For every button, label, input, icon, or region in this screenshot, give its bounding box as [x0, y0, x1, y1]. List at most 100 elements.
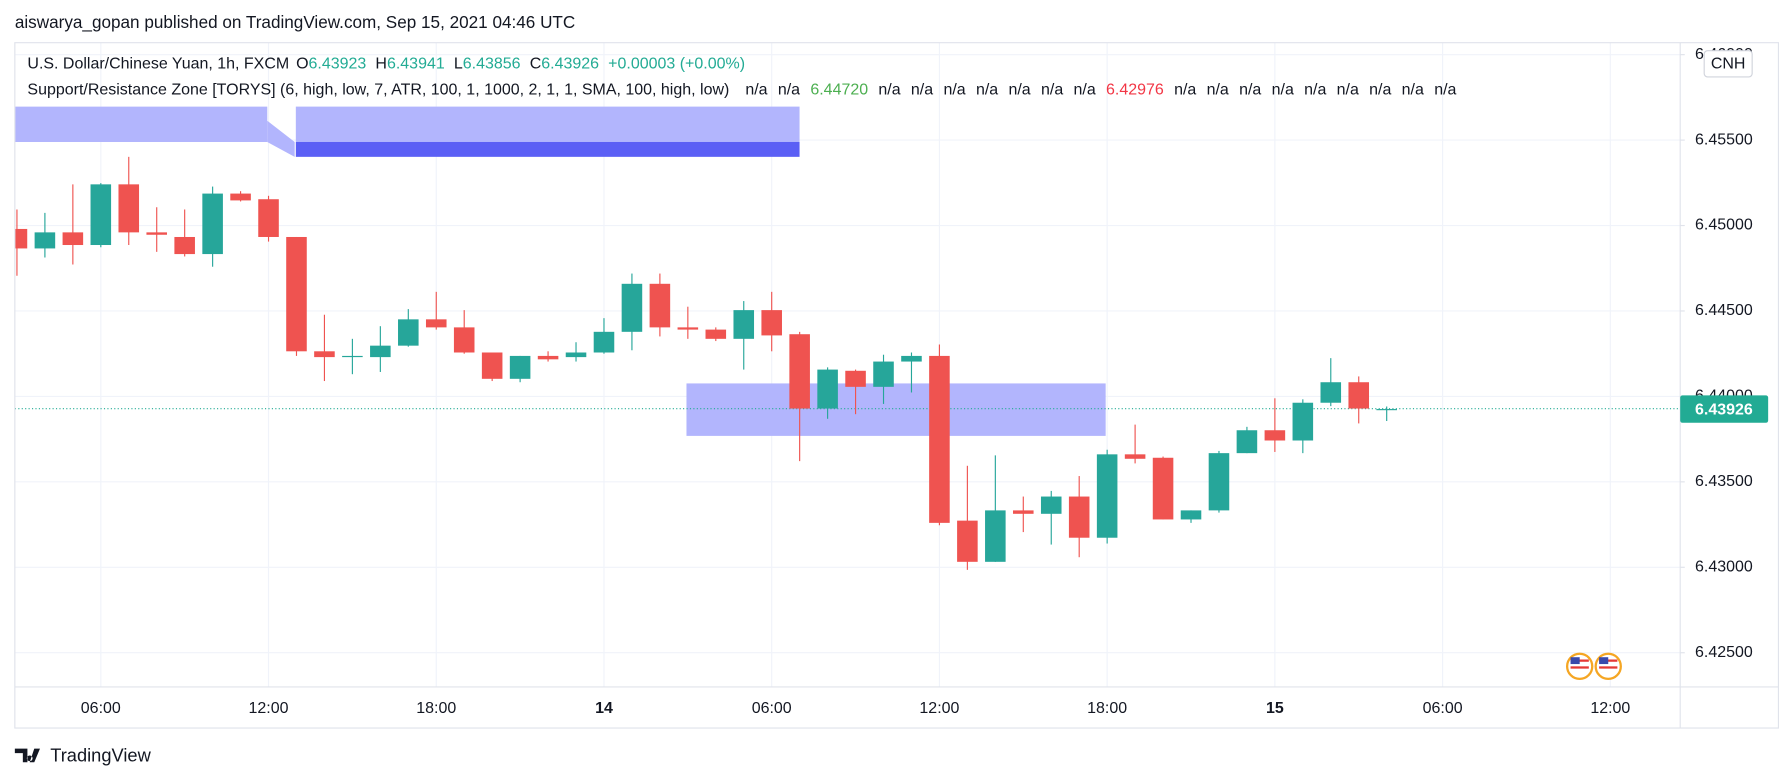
close-value: 6.43926	[541, 56, 599, 73]
publisher-header: aiswarya_gopan published on TradingView.…	[15, 12, 575, 32]
indicator-value: n/a	[1207, 82, 1229, 99]
flag-canton	[1570, 657, 1580, 665]
indicator-value: n/a	[1337, 82, 1359, 99]
candle-body	[1348, 382, 1370, 409]
x-tick-label: 14	[595, 700, 613, 717]
candle-body	[565, 352, 587, 358]
indicator-value: n/a	[1074, 82, 1096, 99]
x-tick-label: 06:00	[1423, 700, 1463, 717]
candle-body	[62, 232, 84, 246]
symbol: U.S. Dollar/Chinese Yuan, 1h, FXCM	[27, 56, 289, 73]
candle-body	[1096, 454, 1118, 538]
candle-body	[593, 331, 615, 353]
candle-body	[14, 228, 28, 249]
flag-stripe	[1570, 666, 1589, 669]
candle-body	[398, 319, 419, 346]
candle-body	[1376, 409, 1397, 411]
candles	[14, 156, 1397, 570]
y-tick-label: 6.45500	[1695, 131, 1753, 148]
candle-body	[1040, 496, 1062, 514]
candle-body	[537, 355, 559, 360]
indicator-value: n/a	[745, 82, 767, 99]
candle-body	[789, 334, 810, 409]
footer-brand: TradingView	[50, 744, 151, 765]
candle-body	[1124, 454, 1146, 459]
indicator-value: n/a	[1239, 82, 1261, 99]
footer-logo	[14, 748, 40, 763]
indicator-value: n/a	[976, 82, 998, 99]
indicator-value: n/a	[778, 82, 800, 99]
indicator-value: n/a	[1369, 82, 1391, 99]
resistance-zone-core	[295, 141, 800, 157]
x-tick-label: 06:00	[752, 700, 792, 717]
x-tick-label: 18:00	[416, 700, 456, 717]
candle-body	[342, 355, 363, 358]
candle-body	[230, 193, 251, 201]
logo-icon	[14, 748, 40, 763]
candle-body	[1320, 382, 1342, 403]
y-tick-label: 6.43500	[1695, 473, 1753, 490]
currency-badge[interactable]	[1703, 50, 1753, 78]
indicator-name: Support/Resistance Zone [TORYS] (6, high…	[27, 82, 729, 99]
candle-body	[34, 232, 56, 249]
candle-body	[1068, 496, 1090, 538]
candle-body	[258, 199, 279, 237]
y-tick-label: 6.45000	[1695, 217, 1753, 234]
resistance-zone-step	[267, 120, 295, 157]
candle-body	[174, 236, 195, 255]
candle-body	[985, 510, 1006, 562]
flag-canton	[1599, 657, 1609, 665]
last-price-box	[1680, 395, 1769, 423]
candle-body	[649, 283, 671, 328]
candle-body	[1236, 430, 1258, 454]
candle-body	[957, 520, 978, 562]
x-tick-label: 12:00	[919, 700, 959, 717]
indicator-value: 6.42976	[1106, 82, 1164, 99]
candle-body	[314, 351, 335, 358]
candle-body	[1292, 402, 1314, 441]
candle-body	[1208, 453, 1230, 511]
resistance-zone	[14, 106, 268, 142]
x-tick-label: 18:00	[1087, 700, 1127, 717]
candle-body	[202, 193, 223, 255]
candle-body	[118, 184, 140, 233]
candle-body	[845, 370, 866, 387]
last-price-label: 6.43926	[1680, 395, 1769, 423]
candle-body	[733, 310, 755, 339]
indicator-value: n/a	[1304, 82, 1326, 99]
chart-frame	[14, 42, 1780, 729]
candle-body	[901, 355, 922, 362]
indicator-value: n/a	[878, 82, 900, 99]
last-price-text: 6.43926	[1695, 401, 1753, 418]
indicator-value: n/a	[1041, 82, 1063, 99]
x-tick-label: 12:00	[249, 700, 289, 717]
high-value: 6.43941	[387, 56, 445, 73]
candle-body	[1013, 510, 1034, 514]
resistance-zone	[295, 106, 800, 142]
candle-body	[286, 236, 307, 352]
candle-body	[453, 327, 475, 353]
currency-label: CNH	[1711, 56, 1746, 73]
candle-body	[873, 361, 894, 387]
candle-body	[425, 319, 447, 328]
open-value: 6.43923	[309, 56, 367, 73]
candle-body	[146, 232, 167, 235]
flag-stripe	[1599, 666, 1618, 669]
y-tick-label: 6.44500	[1695, 302, 1753, 319]
x-tick-label: 12:00	[1590, 700, 1630, 717]
y-tick-label: 6.43000	[1695, 559, 1753, 576]
x-tick-label: 06:00	[81, 700, 121, 717]
indicator-value: n/a	[1434, 82, 1456, 99]
legend-symbol: U.S. Dollar/Chinese Yuan, 1h, FXCM O6.439…	[27, 56, 745, 73]
support-zone	[686, 383, 1106, 436]
event-flags[interactable]	[1565, 652, 1622, 681]
candle-body	[481, 352, 503, 379]
indicator-value: n/a	[1008, 82, 1030, 99]
change-value: +0.00003 (+0.00%)	[608, 56, 745, 73]
indicator-value: n/a	[1174, 82, 1196, 99]
candle-body	[1152, 457, 1174, 520]
legend-indicator: Support/Resistance Zone [TORYS] (6, high…	[27, 82, 1456, 99]
ohlc-label: L	[454, 56, 463, 73]
indicator-value: n/a	[911, 82, 933, 99]
